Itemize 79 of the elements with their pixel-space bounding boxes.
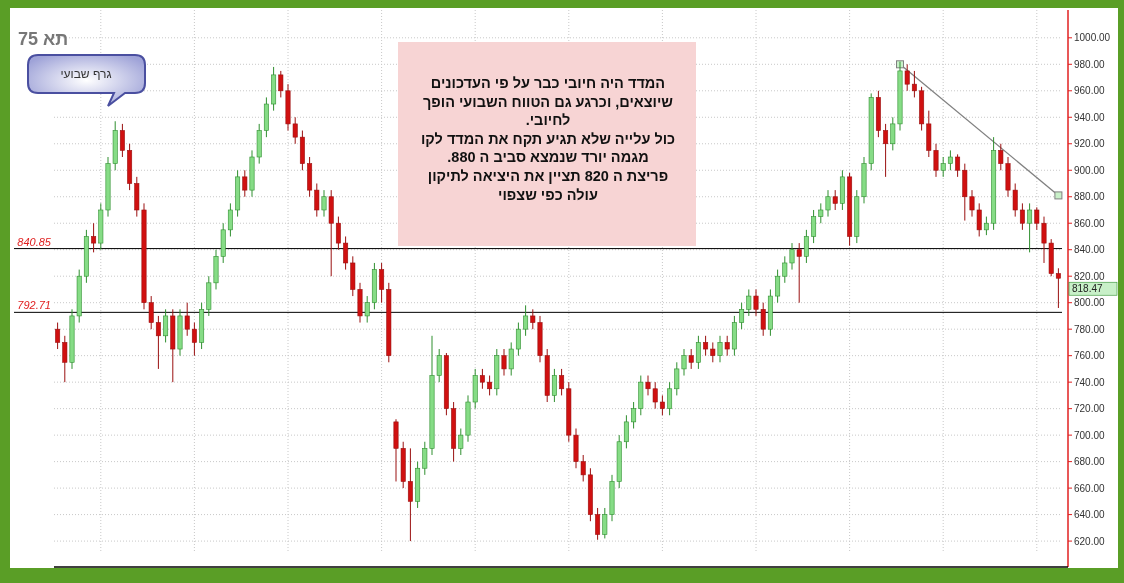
candlestick [739, 302, 745, 330]
text: 818.47 [1072, 283, 1104, 295]
candlestick [832, 189, 838, 211]
candlestick [559, 368, 565, 396]
y-tick-label: 880.00 [1074, 191, 1106, 203]
y-tick-label: 980.00 [1074, 58, 1106, 70]
candlestick [1055, 267, 1061, 309]
candlestick [364, 295, 370, 324]
candlestick [551, 368, 557, 403]
y-tick-label: 740.00 [1074, 376, 1106, 388]
candlestick [227, 202, 233, 237]
candlestick [321, 189, 327, 218]
annotation: המדד היה חיובי כבר על פי העדכונים שיוצאים, וכרגע גם הטווח השבועי הופך לחיובי. כול עלייה שלא תגיע תקח את המדד לקו מגמה יורד שנמצא סביב ה 880. פריצת ה 820 תציין את היציאה לתיקון עולה כפי שצפוי [420, 75, 676, 203]
y-tick-label: 920.00 [1074, 138, 1106, 150]
text: תא 75 [18, 29, 69, 49]
candlestick [515, 322, 521, 357]
candlestick [904, 63, 910, 92]
y-tick-label: 640.00 [1074, 509, 1106, 521]
y-tick-label: 620.00 [1074, 535, 1106, 547]
candlestick [407, 447, 413, 542]
candlestick [184, 302, 190, 337]
candlestick [703, 335, 709, 357]
candlestick [595, 507, 601, 541]
candlestick [775, 269, 781, 304]
candlestick [119, 123, 125, 158]
y-tick-label: 700.00 [1074, 429, 1106, 441]
y-tick-label: 820.00 [1074, 270, 1106, 282]
candlestick [811, 209, 817, 244]
candlestick [523, 304, 529, 337]
candlestick [940, 156, 946, 178]
candlestick [487, 375, 493, 396]
candlestick [667, 381, 673, 416]
candlestick [631, 401, 637, 430]
y-tick-label: 800.00 [1074, 297, 1106, 309]
candlestick [508, 341, 514, 377]
candlestick [55, 322, 61, 350]
ref-line-label: 792.71 [17, 299, 51, 312]
candlestick [659, 394, 665, 416]
y-tick-label: 960.00 [1074, 85, 1106, 97]
candlestick [717, 335, 723, 363]
candlestick [155, 315, 161, 370]
y-tick-label: 660.00 [1074, 482, 1106, 494]
candlestick [379, 262, 385, 304]
y-tick-label: 780.00 [1074, 323, 1106, 335]
candlestick [695, 335, 701, 370]
candlestick [947, 149, 953, 171]
y-tick-label: 940.00 [1074, 111, 1106, 123]
candlestick [623, 414, 629, 449]
candlestick [242, 169, 248, 198]
candlestick [479, 368, 485, 390]
y-tick-label: 720.00 [1074, 403, 1106, 415]
candlestick [911, 70, 917, 98]
y-tick-label: 760.00 [1074, 350, 1106, 362]
y-tick-label: 860.00 [1074, 217, 1106, 229]
y-tick-label: 680.00 [1074, 456, 1106, 468]
candlestick [91, 222, 97, 253]
annotation: גרף שבועי [60, 67, 112, 81]
candlestick [314, 183, 320, 218]
candlestick [163, 308, 169, 343]
candlestick [710, 341, 716, 363]
candlestick [62, 335, 68, 383]
candlestick [335, 216, 341, 251]
candlestick [746, 288, 752, 317]
ref-line-label: 840.85 [17, 235, 52, 248]
y-tick-label: 1000.00 [1074, 32, 1111, 44]
candlestick [883, 123, 889, 178]
candlestick [724, 335, 730, 357]
candlestick [1019, 202, 1025, 231]
candlestick [191, 322, 197, 357]
candlestick [343, 235, 349, 271]
y-tick-label: 900.00 [1074, 164, 1106, 176]
candlestick [983, 216, 989, 236]
candlestick [955, 153, 961, 178]
y-tick-label: 840.00 [1074, 244, 1106, 256]
candlestick [1027, 202, 1033, 253]
candlestick [688, 348, 694, 370]
candlestick [803, 229, 809, 264]
candlestick [501, 348, 507, 377]
candlestick [796, 242, 802, 304]
